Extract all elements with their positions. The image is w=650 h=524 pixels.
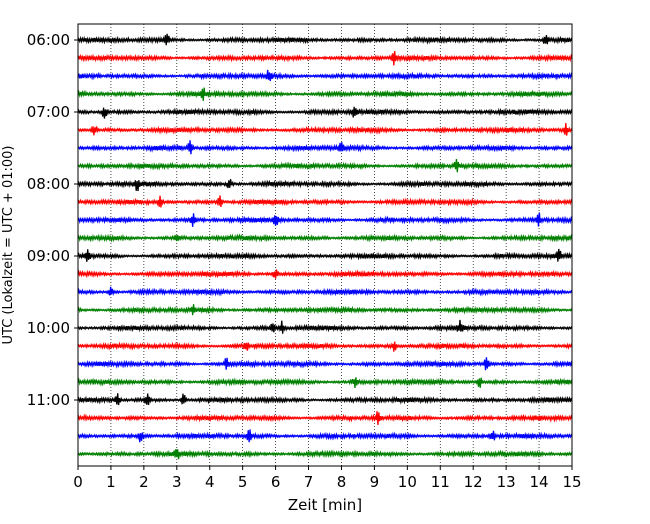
y-tick-label: 08:00: [27, 175, 70, 193]
x-tick-label: 3: [172, 473, 182, 491]
x-tick-label: 12: [464, 473, 483, 491]
trace-10:30: [77, 357, 573, 371]
trace-10:45: [77, 377, 573, 389]
trace-11:45: [77, 448, 573, 460]
plot-frame: [77, 23, 573, 467]
trace-10:15: [77, 341, 573, 352]
y-axis-label: UTC (Lokalzeit = UTC + 01:00): [1, 146, 16, 345]
trace-11:00: [77, 393, 573, 406]
y-tick-label: 11:00: [27, 391, 70, 409]
x-axis-label: Zeit [min]: [288, 496, 362, 514]
trace-11:30: [77, 429, 573, 443]
x-tick-label: 8: [337, 473, 347, 491]
trace-10:00: [77, 319, 573, 334]
trace-09:30: [77, 286, 573, 297]
trace-08:45: [77, 233, 573, 243]
y-axis: 06:00 07:00 08:00 09:00 10:00 11:00: [27, 31, 78, 409]
trace-06:45: [77, 87, 573, 101]
trace-09:15: [77, 269, 573, 279]
trace-layer: [77, 33, 573, 460]
y-tick-label: 07:00: [27, 103, 70, 121]
x-tick-label: 6: [271, 473, 281, 491]
trace-09:45: [77, 304, 573, 316]
trace-08:00: [77, 179, 573, 192]
x-tick-label: 10: [398, 473, 417, 491]
trace-07:45: [77, 158, 573, 173]
x-tick-label: 5: [238, 473, 248, 491]
trace-08:30: [77, 212, 573, 227]
x-tick-label: 13: [497, 473, 516, 491]
x-axis: 0 1 2 3 4 5 6 7 8 9 10 11 12 13 14 15: [73, 466, 582, 491]
x-tick-label: 7: [304, 473, 314, 491]
trace-07:30: [77, 140, 573, 155]
trace-06:30: [77, 69, 573, 82]
x-tick-label: 2: [139, 473, 149, 491]
y-tick-label: 09:00: [27, 247, 70, 265]
trace-08:15: [77, 195, 573, 208]
trace-11:15: [77, 411, 573, 426]
x-tick-label: 11: [431, 473, 450, 491]
x-tick-label: 9: [370, 473, 380, 491]
trace-07:15: [77, 123, 573, 136]
x-tick-label: 0: [73, 473, 83, 491]
trace-06:00: [77, 33, 573, 46]
trace-06:15: [77, 51, 573, 66]
y-tick-label: 06:00: [27, 31, 70, 49]
trace-09:00: [77, 248, 573, 262]
x-tick-label: 1: [106, 473, 116, 491]
trace-07:00: [77, 106, 573, 119]
x-tick-label: 4: [205, 473, 215, 491]
x-tick-label: 14: [530, 473, 549, 491]
x-tick-label: 15: [562, 473, 581, 491]
y-tick-label: 10:00: [27, 319, 70, 337]
